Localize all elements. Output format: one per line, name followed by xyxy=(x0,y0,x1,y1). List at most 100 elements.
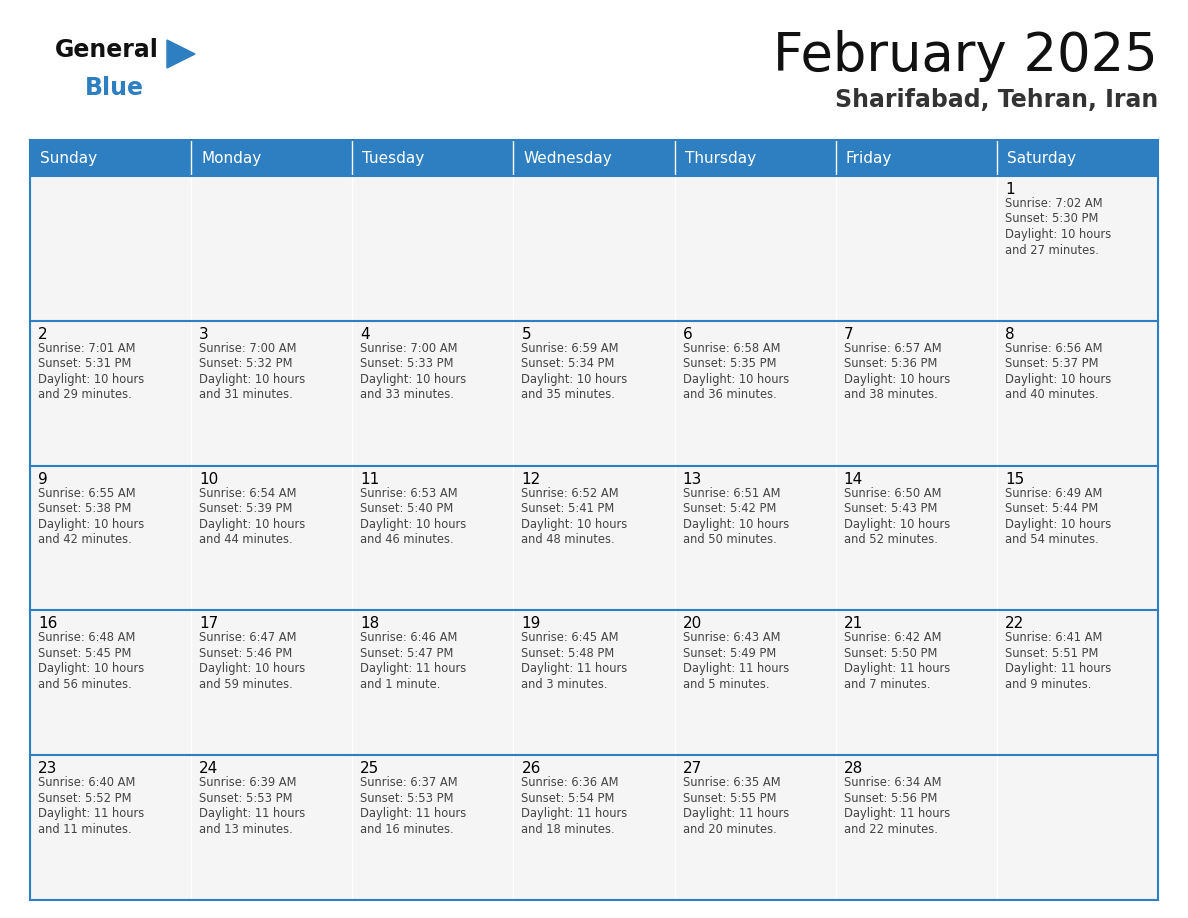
Text: Sunrise: 6:46 AM: Sunrise: 6:46 AM xyxy=(360,632,457,644)
Text: Friday: Friday xyxy=(846,151,892,165)
Text: and 42 minutes.: and 42 minutes. xyxy=(38,533,132,546)
Text: Thursday: Thursday xyxy=(684,151,756,165)
Text: Daylight: 10 hours: Daylight: 10 hours xyxy=(1005,228,1111,241)
Text: Sunrise: 6:35 AM: Sunrise: 6:35 AM xyxy=(683,777,781,789)
Text: 17: 17 xyxy=(200,616,219,632)
Text: Sunrise: 6:40 AM: Sunrise: 6:40 AM xyxy=(38,777,135,789)
Text: Daylight: 11 hours: Daylight: 11 hours xyxy=(200,807,305,820)
Text: and 46 minutes.: and 46 minutes. xyxy=(360,533,454,546)
Text: Sunrise: 6:37 AM: Sunrise: 6:37 AM xyxy=(360,777,457,789)
Text: Daylight: 10 hours: Daylight: 10 hours xyxy=(522,518,627,531)
Text: Sunset: 5:33 PM: Sunset: 5:33 PM xyxy=(360,357,454,370)
Text: Sunset: 5:30 PM: Sunset: 5:30 PM xyxy=(1005,212,1098,226)
Text: Sunrise: 6:57 AM: Sunrise: 6:57 AM xyxy=(843,341,941,354)
Text: Sunrise: 6:52 AM: Sunrise: 6:52 AM xyxy=(522,487,619,499)
Bar xyxy=(835,610,997,756)
Bar xyxy=(675,176,835,320)
Text: and 33 minutes.: and 33 minutes. xyxy=(360,388,454,401)
Text: Daylight: 11 hours: Daylight: 11 hours xyxy=(1005,663,1111,676)
Text: and 36 minutes.: and 36 minutes. xyxy=(683,388,776,401)
Text: Sunrise: 6:58 AM: Sunrise: 6:58 AM xyxy=(683,341,781,354)
Text: Monday: Monday xyxy=(201,151,261,165)
Bar xyxy=(513,140,675,176)
Bar xyxy=(30,140,191,176)
Text: and 59 minutes.: and 59 minutes. xyxy=(200,677,293,691)
Text: Sunrise: 6:39 AM: Sunrise: 6:39 AM xyxy=(200,777,297,789)
Text: 4: 4 xyxy=(360,327,369,341)
Bar xyxy=(353,140,513,176)
Text: Sunset: 5:31 PM: Sunset: 5:31 PM xyxy=(38,357,132,370)
Text: Sunset: 5:53 PM: Sunset: 5:53 PM xyxy=(360,791,454,805)
Bar xyxy=(835,140,997,176)
Text: Sunset: 5:44 PM: Sunset: 5:44 PM xyxy=(1005,502,1098,515)
Text: 7: 7 xyxy=(843,327,853,341)
Text: and 16 minutes.: and 16 minutes. xyxy=(360,823,454,835)
Text: Daylight: 10 hours: Daylight: 10 hours xyxy=(38,663,144,676)
Text: and 3 minutes.: and 3 minutes. xyxy=(522,677,608,691)
Bar xyxy=(513,465,675,610)
Text: and 54 minutes.: and 54 minutes. xyxy=(1005,533,1099,546)
Text: Daylight: 10 hours: Daylight: 10 hours xyxy=(522,373,627,386)
Text: Sunset: 5:39 PM: Sunset: 5:39 PM xyxy=(200,502,292,515)
Bar xyxy=(30,320,191,465)
Text: Daylight: 10 hours: Daylight: 10 hours xyxy=(38,373,144,386)
Bar xyxy=(353,465,513,610)
Text: Sunset: 5:47 PM: Sunset: 5:47 PM xyxy=(360,647,454,660)
Polygon shape xyxy=(168,40,195,68)
Bar xyxy=(191,140,353,176)
Bar xyxy=(513,756,675,900)
Bar xyxy=(835,320,997,465)
Bar xyxy=(30,465,191,610)
Text: 10: 10 xyxy=(200,472,219,487)
Text: and 18 minutes.: and 18 minutes. xyxy=(522,823,615,835)
Text: Sunrise: 6:47 AM: Sunrise: 6:47 AM xyxy=(200,632,297,644)
Text: Daylight: 11 hours: Daylight: 11 hours xyxy=(843,663,950,676)
Text: and 50 minutes.: and 50 minutes. xyxy=(683,533,776,546)
Text: and 35 minutes.: and 35 minutes. xyxy=(522,388,615,401)
Bar xyxy=(353,320,513,465)
Text: 19: 19 xyxy=(522,616,541,632)
Text: 5: 5 xyxy=(522,327,531,341)
Text: Sunset: 5:50 PM: Sunset: 5:50 PM xyxy=(843,647,937,660)
Text: Sunrise: 7:00 AM: Sunrise: 7:00 AM xyxy=(360,341,457,354)
Text: 25: 25 xyxy=(360,761,379,777)
Text: 18: 18 xyxy=(360,616,379,632)
Text: and 44 minutes.: and 44 minutes. xyxy=(200,533,292,546)
Text: 15: 15 xyxy=(1005,472,1024,487)
Text: February 2025: February 2025 xyxy=(773,30,1158,82)
Text: Daylight: 10 hours: Daylight: 10 hours xyxy=(360,373,467,386)
Text: Sunset: 5:54 PM: Sunset: 5:54 PM xyxy=(522,791,615,805)
Text: and 22 minutes.: and 22 minutes. xyxy=(843,823,937,835)
Text: and 40 minutes.: and 40 minutes. xyxy=(1005,388,1099,401)
Text: Daylight: 10 hours: Daylight: 10 hours xyxy=(200,663,305,676)
Bar xyxy=(675,756,835,900)
Text: Daylight: 11 hours: Daylight: 11 hours xyxy=(360,663,467,676)
Text: Daylight: 11 hours: Daylight: 11 hours xyxy=(360,807,467,820)
Text: Daylight: 10 hours: Daylight: 10 hours xyxy=(683,518,789,531)
Text: Sunset: 5:49 PM: Sunset: 5:49 PM xyxy=(683,647,776,660)
Text: Sunset: 5:36 PM: Sunset: 5:36 PM xyxy=(843,357,937,370)
Text: Sunset: 5:40 PM: Sunset: 5:40 PM xyxy=(360,502,454,515)
Text: Sunrise: 6:36 AM: Sunrise: 6:36 AM xyxy=(522,777,619,789)
Text: and 5 minutes.: and 5 minutes. xyxy=(683,677,769,691)
Text: 2: 2 xyxy=(38,327,48,341)
Bar xyxy=(191,465,353,610)
Text: Daylight: 10 hours: Daylight: 10 hours xyxy=(1005,373,1111,386)
Text: Sunset: 5:41 PM: Sunset: 5:41 PM xyxy=(522,502,614,515)
Bar xyxy=(997,465,1158,610)
Bar xyxy=(30,176,191,320)
Bar xyxy=(30,756,191,900)
Text: Sunrise: 6:54 AM: Sunrise: 6:54 AM xyxy=(200,487,297,499)
Bar xyxy=(191,176,353,320)
Text: Sunset: 5:51 PM: Sunset: 5:51 PM xyxy=(1005,647,1098,660)
Text: Tuesday: Tuesday xyxy=(362,151,424,165)
Text: 9: 9 xyxy=(38,472,48,487)
Text: Sunrise: 7:02 AM: Sunrise: 7:02 AM xyxy=(1005,197,1102,210)
Text: Sunset: 5:48 PM: Sunset: 5:48 PM xyxy=(522,647,614,660)
Text: and 31 minutes.: and 31 minutes. xyxy=(200,388,293,401)
Text: Sunrise: 7:01 AM: Sunrise: 7:01 AM xyxy=(38,341,135,354)
Text: and 38 minutes.: and 38 minutes. xyxy=(843,388,937,401)
Text: Sunrise: 6:43 AM: Sunrise: 6:43 AM xyxy=(683,632,781,644)
Text: and 27 minutes.: and 27 minutes. xyxy=(1005,243,1099,256)
Text: and 1 minute.: and 1 minute. xyxy=(360,677,441,691)
